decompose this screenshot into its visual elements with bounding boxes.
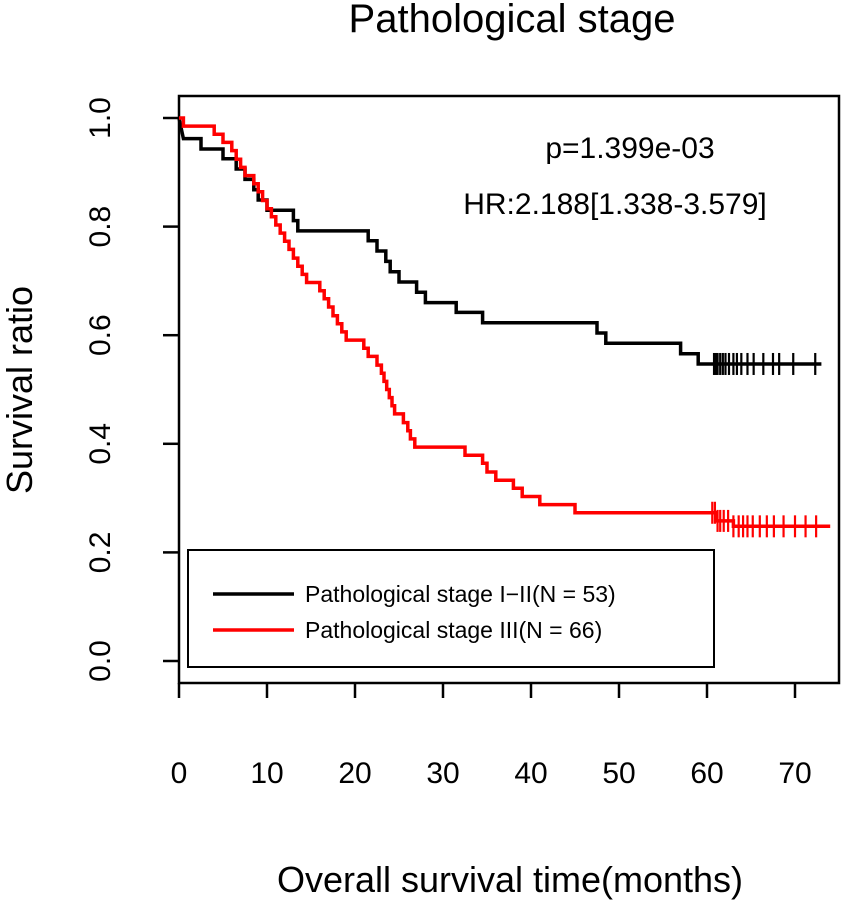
legend-label-stage-iii: Pathological stage III(N = 66): [305, 617, 602, 643]
series-0: [177, 117, 822, 375]
x-tick-label: 60: [690, 757, 723, 790]
x-tick-label: 50: [602, 757, 635, 790]
y-axis-title: Survival ratio: [0, 286, 40, 494]
plot-frame: [177, 94, 841, 685]
series-layer: [177, 116, 831, 538]
legend-box: [187, 549, 715, 668]
y-tick-label: 0.0: [84, 640, 117, 682]
x-tick-label: 20: [338, 757, 371, 790]
survival-curve: [177, 117, 822, 366]
y-tick-label: 0.8: [84, 206, 117, 248]
legend: Pathological stage I−II(N = 53) Patholog…: [187, 549, 715, 668]
chart-title: Pathological stage: [349, 0, 676, 41]
y-tick-label: 0.2: [84, 532, 117, 574]
y-tick-label: 0.4: [84, 423, 117, 465]
x-tick-label: 70: [778, 757, 811, 790]
y-tick-label: 1.0: [84, 97, 117, 139]
survival-curve: [179, 116, 831, 529]
y-axis: 0.0 0.2 0.4 0.6 0.8 1.0: [84, 97, 179, 682]
x-axis: 0 10 20 30 40 50 60 70: [171, 683, 812, 790]
y-tick-label: 0.6: [84, 314, 117, 356]
legend-label-stage-i-ii: Pathological stage I−II(N = 53): [305, 581, 616, 607]
p-value-annotation: p=1.399e-03: [545, 132, 714, 165]
x-tick-label: 40: [514, 757, 547, 790]
x-tick-label: 0: [171, 757, 188, 790]
hazard-ratio-annotation: HR:2.188[1.338-3.579]: [463, 188, 767, 221]
x-tick-label: 10: [250, 757, 283, 790]
series-1: [179, 116, 831, 538]
x-axis-title: Overall survival time(months): [277, 859, 743, 900]
x-tick-label: 30: [426, 757, 459, 790]
